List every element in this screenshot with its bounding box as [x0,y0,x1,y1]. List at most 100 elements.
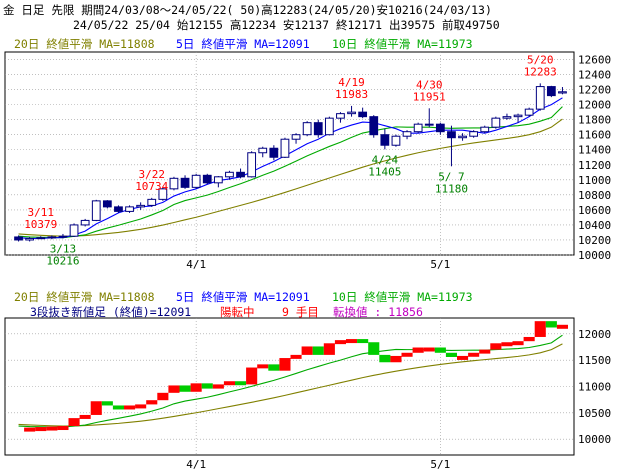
reversal-step: 9 手目 [282,305,319,319]
ma10-line [18,106,563,239]
candle [58,235,68,238]
candle [313,122,323,136]
top-y-tick-label: 11800 [578,114,611,127]
reversal-box [257,364,269,369]
reversal-box [90,401,102,415]
reversal-box [223,381,235,386]
annotation-value: 11180 [435,182,468,195]
top-legend-ma20: 20日 終値平滑 MA=11808 [14,37,155,51]
reversal-box [379,354,391,363]
reversal-box [35,427,47,432]
reversal-switch-value: 転換値 : 11856 [333,305,423,319]
annotation-date: 5/20 [527,53,554,66]
reversal-box [112,405,124,410]
reversal-box [401,352,413,357]
reversal-box [556,324,568,329]
reversal-box [457,355,469,360]
reversal-box [57,426,69,431]
annotation-value: 10216 [46,254,79,267]
top-y-tick-label: 11200 [578,159,611,172]
candle [247,152,257,178]
top-x-tick-label: 5/1 [430,258,450,271]
annotation-date: 3/11 [28,206,55,219]
top-y-tick-label: 11600 [578,129,611,142]
reversal-box [368,342,380,355]
candle [358,111,368,118]
candle [458,135,467,139]
reversal-box [490,343,502,350]
reversal-box [445,352,457,357]
annotation-date: 5/ 7 [438,170,465,183]
reversal-box [201,383,213,389]
reversal-box [412,347,424,353]
reversal-box [534,321,546,337]
bottom-legend-ma10: 10日 終値平滑 MA=11973 [332,290,473,304]
annotation-value: 11951 [413,90,446,103]
candle [291,134,301,140]
candle [302,122,312,136]
reversal-box [212,384,224,389]
reversal-box [246,367,258,385]
reversal-box [146,400,158,405]
reversal-box [334,340,346,345]
reversal-box [135,404,147,409]
candle [491,117,501,128]
bottom-legend-ma5: 5日 終値平滑 MA=12091 [176,290,310,304]
reversal-box [523,336,535,342]
reversal-box [501,342,513,347]
reversal-box [423,347,435,352]
top-y-tick-label: 12600 [578,54,611,67]
header-ohlc-line: 24/05/22 25/04 始12155 高12234 安12137 終121… [73,18,500,32]
candle [402,131,412,137]
bottom-x-tick-label: 4/1 [186,458,206,471]
candle [347,111,356,115]
annotation-value: 10734 [135,180,168,193]
candle [169,177,179,190]
top-y-tick-label: 10200 [578,234,611,247]
candle [191,174,201,188]
annotation-date: 4/30 [416,78,443,91]
reversal-box [235,381,247,386]
candle [480,126,490,133]
header-period-line: 金 日足 先限 期間24/03/08～24/05/22( 50)高12283(2… [3,3,492,17]
bottom-y-tick-label: 11000 [578,381,611,394]
reversal-box [79,414,91,419]
bottom-x-tick-label: 5/1 [430,458,450,471]
candle [336,113,345,119]
candle [424,123,434,126]
candle [69,224,79,237]
bottom-y-tick-label: 10000 [578,433,611,446]
top-y-tick-label: 10000 [578,249,611,262]
candle [236,171,245,178]
candle [447,131,456,139]
candle [91,200,101,221]
bottom-y-tick-label: 11500 [578,354,611,367]
annotation-date: 4/24 [372,153,399,166]
candle [36,237,46,240]
reversal-box [468,352,480,357]
reversal-box [24,427,36,432]
candle [269,147,279,158]
reversal-info-label: 3段抜き新値足 (終値)=12091 [30,305,192,319]
reversal-box [157,392,169,401]
annotation-date: 3/13 [50,242,77,255]
top-plot-frame [4,51,575,256]
candle [524,108,534,116]
candle [324,117,334,136]
reversal-box [268,364,280,371]
reversal-box [190,383,202,392]
annotation-date: 3/22 [139,168,166,181]
annotation-value: 11983 [335,88,368,101]
candle [469,131,479,137]
candle [535,86,545,110]
top-legend-ma10: 10日 終値平滑 MA=11973 [332,37,473,51]
bottom-legend-ma20: 20日 終値平滑 MA=11808 [14,290,155,304]
reversal-box [290,354,302,359]
top-y-tick-label: 10600 [578,204,611,217]
top-y-tick-label: 12000 [578,99,611,112]
reversal-box [68,418,80,427]
candle [225,171,234,178]
candle [114,206,123,212]
candle [380,134,390,146]
candle [391,135,401,146]
